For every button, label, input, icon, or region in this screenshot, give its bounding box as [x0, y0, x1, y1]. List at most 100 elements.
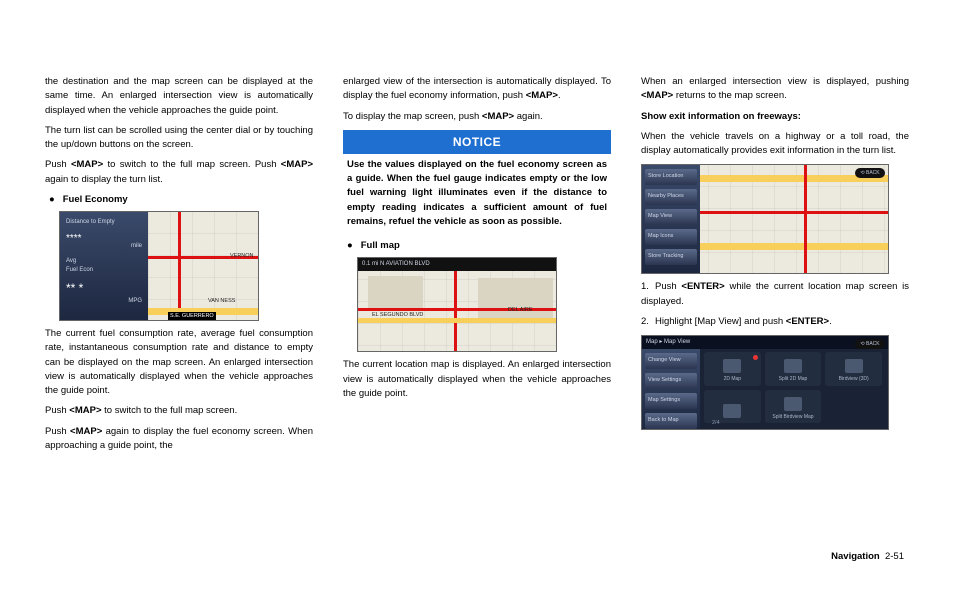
column-1: the destination and the map screen can b… — [45, 75, 313, 459]
t: . — [829, 316, 832, 327]
t: again. — [514, 111, 543, 122]
c2-p3: The current location map is displayed. A… — [343, 358, 611, 401]
back-label: BACK — [866, 170, 880, 176]
road-lbl: VERNON — [230, 252, 254, 260]
t: to switch to the full map screen. — [102, 405, 238, 416]
menu-item[interactable]: View Settings — [645, 373, 697, 389]
c1-p4: The current fuel consumption rate, avera… — [45, 327, 313, 398]
menu-sidebar: Store Location Nearby Places Map View Ma… — [642, 165, 700, 273]
t: to switch to the full map screen. Push — [103, 159, 281, 170]
t: Push — [655, 281, 681, 292]
menu-item[interactable]: Store Tracking — [645, 249, 697, 265]
lbl: Avg Fuel Econ — [66, 257, 142, 275]
menu-item[interactable]: Store Location — [645, 169, 697, 185]
map-key: <MAP> — [482, 111, 514, 122]
screenshot-menu: Store Location Nearby Places Map View Ma… — [641, 164, 889, 274]
back-button[interactable]: ⟲ BACK — [855, 339, 885, 349]
page-footer: Navigation 2-51 — [831, 551, 904, 562]
manual-page: the destination and the map screen can b… — [0, 0, 954, 590]
stars: ** * — [66, 279, 142, 297]
c2-p2: To display the map screen, push <MAP> ag… — [343, 110, 611, 124]
back-label: BACK — [866, 341, 880, 347]
route-line — [454, 271, 457, 351]
step-num: 1. — [641, 280, 655, 294]
icon-label: 2D Map — [724, 376, 742, 384]
t: When an enlarged intersection view is di… — [641, 76, 909, 87]
route-line — [804, 165, 807, 273]
page-number: 2-51 — [885, 551, 904, 562]
c1-p2: The turn list can be scrolled using the … — [45, 124, 313, 153]
view-option[interactable]: Split 2D Map — [765, 352, 822, 386]
enter-key: <ENTER> — [786, 316, 829, 327]
step-2: 2.Highlight [Map View] and push <ENTER>. — [641, 315, 909, 329]
map-key: <MAP> — [71, 159, 103, 170]
screenshot-fuel-economy: Distance to Empty **** mile Avg Fuel Eco… — [59, 211, 259, 321]
c2-p1: enlarged view of the intersection is aut… — [343, 75, 611, 104]
c3-p1: When an enlarged intersection view is di… — [641, 75, 909, 104]
route-line — [178, 212, 181, 320]
view-option[interactable]: Birdview (3D) — [825, 352, 882, 386]
road-lbl: VAN NESS — [208, 297, 235, 305]
menu-sidebar: Change View View Settings Map Settings B… — [642, 349, 700, 429]
c3-h1: Show exit information on freeways: — [641, 110, 909, 124]
menu-item[interactable]: Map View — [645, 209, 697, 225]
c1-p3: Push <MAP> to switch to the full map scr… — [45, 158, 313, 187]
step-1: 1.Push <ENTER> while the current locatio… — [641, 280, 909, 309]
road-lbl: EL SEGUNDO BLVD — [372, 311, 423, 319]
c3-p2: When the vehicle travels on a highway or… — [641, 130, 909, 159]
c1-p5: Push <MAP> to switch to the full map scr… — [45, 404, 313, 418]
map-key: <MAP> — [281, 159, 313, 170]
bullet-dot: ● — [49, 193, 55, 207]
column-2: enlarged view of the intersection is aut… — [343, 75, 611, 459]
step-num: 2. — [641, 315, 655, 329]
back-button[interactable]: ⟲ BACK — [855, 168, 885, 178]
view-option[interactable]: 2D Map — [704, 352, 761, 386]
notice-body: Use the values displayed on the fuel eco… — [343, 158, 611, 229]
menu-item[interactable]: Map Icons — [645, 229, 697, 245]
t: . — [558, 90, 561, 101]
column-3: When an enlarged intersection view is di… — [641, 75, 909, 459]
t: enlarged view of the intersection is aut… — [343, 76, 611, 101]
bullet-full-map: ● Full map — [347, 239, 611, 253]
map-key: <MAP> — [69, 405, 101, 416]
street — [700, 243, 888, 250]
t: returns to the map screen. — [673, 90, 787, 101]
c1-p6: Push <MAP> again to display the fuel eco… — [45, 425, 313, 454]
menu-item[interactable]: Nearby Places — [645, 189, 697, 205]
route-line — [700, 211, 888, 214]
road-lbl: S.E. GUERRERO — [168, 312, 216, 320]
enter-key: <ENTER> — [681, 281, 724, 292]
notice-banner: NOTICE — [343, 130, 611, 154]
t: Highlight [Map View] and push — [655, 316, 786, 327]
map-key: <MAP> — [70, 426, 102, 437]
t: again to display the turn list. — [45, 174, 163, 185]
t: Push — [45, 159, 71, 170]
t: Push — [45, 405, 69, 416]
menu-item[interactable]: Back to Map — [645, 413, 697, 429]
lbl: Distance to Empty — [66, 218, 142, 227]
icon-label: Split 2D Map — [779, 376, 808, 384]
c1-p1: the destination and the map screen can b… — [45, 75, 313, 118]
bullet-label: Fuel Economy — [63, 193, 128, 207]
t: Push — [45, 426, 70, 437]
t: To display the map screen, push — [343, 111, 482, 122]
view-option[interactable]: Split Birdview Map — [765, 390, 822, 424]
unit: MPG — [66, 297, 142, 306]
screenshot-full-map: 0.1 mi N AVIATION BLVD EL SEGUNDO BLVD D… — [357, 257, 557, 352]
view-icon-grid: 2D Map Split 2D Map Birdview (3D) Split … — [704, 352, 882, 423]
map-key: <MAP> — [641, 90, 673, 101]
columns: the destination and the map screen can b… — [45, 75, 909, 459]
map-topbar: 0.1 mi N AVIATION BLVD — [358, 258, 556, 271]
bullet-dot: ● — [347, 239, 353, 253]
crumb-bar: Map ▸ Map View — [642, 336, 888, 349]
menu-item[interactable]: Change View — [645, 353, 697, 369]
section-name: Navigation — [831, 551, 880, 562]
block — [368, 276, 423, 311]
page-indicator: 2/4 — [712, 419, 720, 427]
screenshot-map-view: Map ▸ Map View ⟲ BACK Change View View S… — [641, 335, 889, 430]
map-key: <MAP> — [526, 90, 558, 101]
road-lbl: DEL AIRE — [508, 306, 533, 314]
menu-item[interactable]: Map Settings — [645, 393, 697, 409]
bullet-label: Full map — [361, 239, 400, 253]
icon-label: Split Birdview Map — [772, 414, 813, 422]
